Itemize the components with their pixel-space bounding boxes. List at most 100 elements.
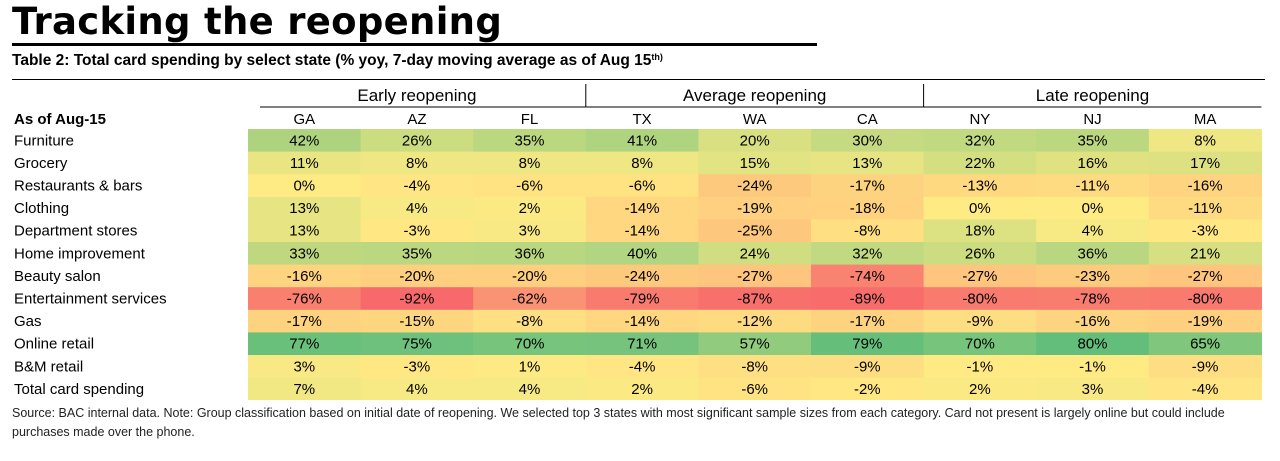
heatmap-cell [1036, 332, 1150, 356]
cell-value: 57% [740, 336, 770, 353]
page-title: Tracking the reopening [12, 0, 503, 43]
heatmap-cell [360, 219, 474, 243]
heatmap-cell [585, 309, 699, 333]
cell-value: -17% [850, 313, 885, 330]
cell-value: -20% [399, 268, 434, 285]
cell-value: -78% [1075, 291, 1110, 308]
heatmap-cell [248, 377, 362, 400]
heatmap-cell [1148, 332, 1262, 356]
cell-value: 17% [1190, 155, 1220, 172]
heatmap-cell [248, 309, 362, 333]
heatmap-cell [698, 196, 812, 220]
column-header: GA [293, 111, 315, 128]
cell-value: 40% [627, 245, 657, 262]
heatmap-cell [811, 309, 925, 333]
heatmap-cell [585, 196, 699, 220]
heatmap-cell [473, 174, 587, 198]
cell-value: 11% [290, 155, 319, 172]
row-label: Beauty salon [14, 268, 101, 285]
cell-value: -76% [287, 291, 322, 308]
cell-value: 8% [406, 155, 428, 172]
cell-value: -27% [962, 268, 997, 285]
cell-value: 0% [969, 200, 991, 217]
heatmap-cell [811, 264, 925, 288]
cell-value: -1% [1079, 358, 1106, 375]
heatmap-cell [360, 264, 474, 288]
cell-value: 36% [1077, 245, 1107, 262]
heatmap-cell [923, 309, 1037, 333]
cell-value: -24% [625, 268, 660, 285]
cell-value: 15% [740, 155, 770, 172]
cell-value: -8% [854, 223, 881, 240]
heatmap-cell [1036, 264, 1150, 288]
group-header: Early reopening [357, 86, 476, 105]
cell-value: 1% [519, 358, 541, 375]
cell-value: 4% [406, 381, 428, 398]
heatmap-cell [360, 242, 474, 266]
cell-value: -87% [737, 291, 772, 308]
heatmap-cell [698, 264, 812, 288]
cell-value: 80% [1077, 336, 1107, 353]
cell-value: -6% [516, 178, 543, 195]
heatmap-cell [811, 219, 925, 243]
row-label: Clothing [14, 200, 69, 217]
cell-value: 2% [969, 381, 991, 398]
heatmap-cell [923, 129, 1037, 153]
heatmap-cell [923, 332, 1037, 356]
column-header: FL [521, 111, 539, 128]
cell-value: 20% [740, 132, 770, 149]
heatmap-cell [1148, 174, 1262, 198]
row-label: Department stores [14, 223, 137, 240]
cell-value: 70% [514, 336, 544, 353]
heatmap-cell [698, 219, 812, 243]
heatmap-cell [360, 151, 474, 175]
cell-value: -3% [1192, 223, 1219, 240]
cell-value: 33% [289, 245, 319, 262]
cell-value: -3% [404, 223, 431, 240]
table-subtitle: Table 2: Total card spending by select s… [12, 52, 663, 69]
heatmap-cell [1036, 242, 1150, 266]
cell-value: 4% [519, 381, 541, 398]
heatmap-cell [248, 355, 362, 379]
cell-value: 21% [1190, 245, 1220, 262]
heatmap-cell [248, 174, 362, 198]
cell-value: 0% [1082, 200, 1104, 217]
heatmap-cell [1036, 355, 1150, 379]
cell-value: 71% [627, 336, 657, 353]
cell-value: 13% [289, 223, 319, 240]
cell-value: 35% [402, 245, 432, 262]
cell-value: 8% [631, 155, 653, 172]
cell-value: 8% [1194, 132, 1216, 149]
heatmap-cell [360, 129, 474, 153]
cell-value: 13% [852, 155, 882, 172]
heatmap-cell [811, 151, 925, 175]
heatmap-cell [248, 332, 362, 356]
heatmap-cell [698, 174, 812, 198]
heatmap-cell [1148, 242, 1262, 266]
heatmap-cell [698, 151, 812, 175]
heatmap-cell [923, 151, 1037, 175]
cell-value: 77% [289, 336, 319, 353]
heatmap-cell [360, 196, 474, 220]
cell-value: 8% [519, 155, 541, 172]
heatmap-cell [473, 264, 587, 288]
cell-value: -20% [512, 268, 547, 285]
cell-value: -12% [737, 313, 772, 330]
cell-value: -16% [287, 268, 322, 285]
heatmap-cell [923, 264, 1037, 288]
heatmap-cell [811, 196, 925, 220]
group-header: Late reopening [1036, 86, 1149, 105]
heatmap-cell [698, 355, 812, 379]
heatmap-cell [473, 151, 587, 175]
cell-value: -11% [1188, 200, 1222, 217]
heatmap-cell [248, 264, 362, 288]
heatmap-cell [1036, 196, 1150, 220]
cell-value: 13% [289, 200, 319, 217]
cell-value: 79% [852, 336, 882, 353]
row-label: Home improvement [14, 245, 146, 262]
heatmap-cell [360, 355, 474, 379]
cell-value: 26% [402, 132, 432, 149]
cell-value: -3% [404, 358, 431, 375]
heatmap-cell [473, 242, 587, 266]
heatmap-cell [360, 309, 474, 333]
